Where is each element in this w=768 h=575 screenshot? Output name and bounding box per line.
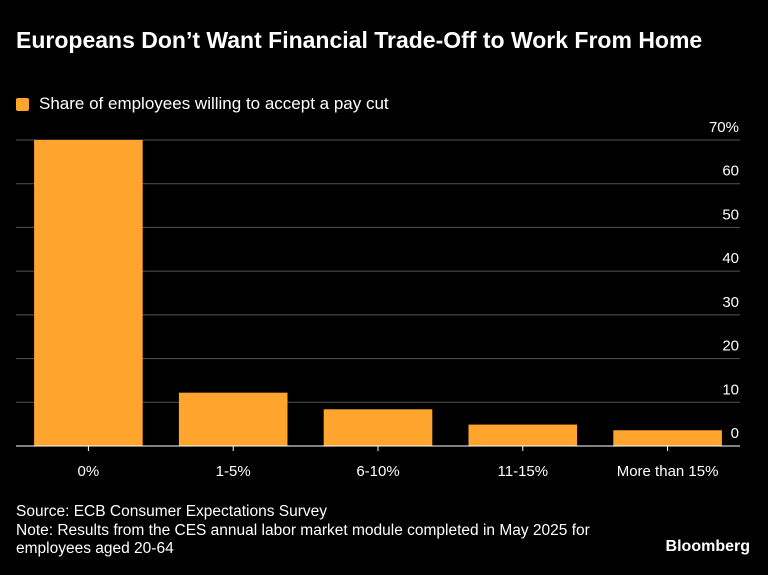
y-tick-label: 70%	[709, 119, 739, 136]
legend-swatch	[16, 97, 29, 111]
bar-chart: 0 10 20 30 40 50 60 70% 0% 1-5% 6-10% 11-15% More t…	[16, 119, 740, 480]
source-text: Source: ECB Consumer Expectations Survey	[16, 503, 327, 520]
legend: Share of employees willing to accept a p…	[16, 94, 389, 114]
bars	[34, 140, 722, 446]
y-tick-label: 40	[722, 250, 739, 267]
x-axis-tick-labels: 0% 1-5% 6-10% 11-15% More than 15%	[78, 463, 719, 480]
bar	[34, 140, 143, 446]
y-tick-label: 50	[722, 206, 739, 223]
x-tick-label: 0%	[78, 463, 100, 480]
x-tick-label: 11-15%	[498, 463, 549, 480]
bar	[323, 409, 433, 446]
bloomberg-logo: Bloomberg	[665, 538, 750, 555]
note-text-line-1: Note: Results from the CES annual labor …	[16, 521, 590, 539]
y-tick-label: 60	[722, 163, 739, 180]
y-tick-label: 20	[722, 338, 739, 355]
bar	[613, 430, 722, 446]
legend-label: Share of employees willing to accept a p…	[39, 94, 389, 113]
bar	[468, 424, 578, 446]
footer: Source: ECB Consumer Expectations Survey…	[16, 503, 656, 559]
x-tick-label: 6-10%	[356, 463, 399, 480]
y-tick-label: 10	[722, 381, 739, 398]
x-tick-label: More than 15%	[617, 463, 719, 480]
x-axis	[16, 445, 740, 451]
y-tick-label: 30	[722, 294, 739, 311]
note-text-line-2: employees aged 20-64	[16, 540, 174, 557]
x-tick-label: 1-5%	[216, 463, 251, 480]
y-tick-label: 0	[731, 425, 739, 442]
chart-title: Europeans Don’t Want Financial Trade-Off…	[16, 27, 703, 53]
bar	[178, 392, 288, 446]
y-axis-tick-labels: 0 10 20 30 40 50 60 70%	[709, 119, 739, 442]
